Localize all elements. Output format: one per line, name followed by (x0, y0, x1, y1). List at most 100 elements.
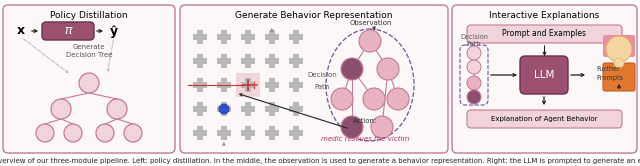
Text: Policy Distillation: Policy Distillation (50, 10, 128, 19)
Bar (269, 102, 275, 116)
Bar (265, 58, 279, 64)
Circle shape (614, 58, 624, 68)
Circle shape (606, 36, 632, 62)
Bar (245, 102, 251, 116)
Circle shape (107, 99, 127, 119)
Text: Path: Path (467, 41, 481, 47)
Bar (289, 82, 303, 88)
Bar (217, 106, 231, 112)
Circle shape (64, 124, 82, 142)
Bar (241, 58, 255, 64)
Bar (217, 58, 231, 64)
Circle shape (124, 124, 142, 142)
Bar (293, 30, 299, 44)
FancyBboxPatch shape (603, 35, 635, 57)
Bar (241, 106, 255, 112)
Bar (217, 130, 231, 136)
Bar (217, 82, 231, 88)
Text: x: x (17, 25, 25, 38)
Text: Figure 1: Overview of our three-module pipeline. Left: policy distillation. In t: Figure 1: Overview of our three-module p… (0, 158, 640, 164)
Text: Decision: Decision (307, 72, 337, 78)
FancyBboxPatch shape (467, 25, 622, 43)
Bar (289, 130, 303, 136)
Bar (221, 78, 227, 92)
Bar (293, 54, 299, 68)
Circle shape (371, 116, 393, 138)
FancyBboxPatch shape (452, 5, 637, 153)
Bar (236, 73, 260, 97)
Circle shape (341, 58, 363, 80)
FancyBboxPatch shape (3, 5, 175, 153)
Circle shape (331, 88, 353, 110)
Bar (221, 54, 227, 68)
Bar (193, 106, 207, 112)
Text: ▲: ▲ (222, 140, 226, 146)
Bar (289, 58, 303, 64)
Circle shape (467, 76, 481, 90)
Circle shape (96, 124, 114, 142)
Text: ▲: ▲ (270, 27, 274, 32)
Bar (197, 54, 203, 68)
Bar (241, 82, 255, 88)
Text: Decision Tree: Decision Tree (66, 52, 112, 58)
Bar (265, 82, 279, 88)
Bar (221, 30, 227, 44)
Text: medic rescues the victim: medic rescues the victim (321, 136, 409, 142)
Circle shape (467, 60, 481, 74)
Text: Decision: Decision (460, 34, 488, 40)
Circle shape (387, 88, 409, 110)
Bar (293, 126, 299, 140)
Bar (197, 126, 203, 140)
Bar (193, 130, 207, 136)
Bar (269, 54, 275, 68)
Text: ŷ: ŷ (110, 25, 118, 38)
Bar (217, 34, 231, 40)
Circle shape (79, 73, 99, 93)
Circle shape (467, 90, 481, 104)
FancyBboxPatch shape (603, 63, 635, 91)
Text: Observation: Observation (350, 20, 392, 26)
FancyBboxPatch shape (520, 56, 568, 94)
Text: Action:: Action: (353, 118, 377, 124)
Bar (197, 102, 203, 116)
Bar (245, 78, 251, 92)
Bar (245, 30, 251, 44)
Bar (245, 126, 251, 140)
Bar (269, 78, 275, 92)
Bar (241, 130, 255, 136)
Circle shape (219, 104, 229, 114)
Bar (197, 78, 203, 92)
Circle shape (363, 88, 385, 110)
Text: Interactive Explanations: Interactive Explanations (490, 10, 600, 19)
Text: Prompt and Examples: Prompt and Examples (502, 30, 586, 39)
FancyBboxPatch shape (467, 110, 622, 128)
Text: Explanation of Agent Behavior: Explanation of Agent Behavior (492, 116, 598, 122)
Circle shape (377, 58, 399, 80)
Bar (221, 126, 227, 140)
Text: Generate Behavior Representation: Generate Behavior Representation (236, 10, 393, 19)
Text: Prompts: Prompts (596, 75, 623, 81)
Bar (241, 34, 255, 40)
Bar (193, 34, 207, 40)
Bar (193, 58, 207, 64)
Bar (265, 130, 279, 136)
Bar (289, 34, 303, 40)
Circle shape (36, 124, 54, 142)
Text: Generate: Generate (73, 44, 105, 50)
Circle shape (51, 99, 71, 119)
Text: Path: Path (314, 84, 330, 90)
Bar (265, 34, 279, 40)
Bar (245, 54, 251, 68)
Bar (269, 126, 275, 140)
FancyBboxPatch shape (180, 5, 448, 153)
Bar (269, 30, 275, 44)
Text: LLM: LLM (534, 70, 554, 80)
Circle shape (467, 46, 481, 60)
FancyBboxPatch shape (42, 22, 94, 40)
Bar (221, 102, 227, 116)
Circle shape (359, 30, 381, 52)
Bar (197, 30, 203, 44)
Bar (265, 106, 279, 112)
Bar (293, 78, 299, 92)
Bar (289, 106, 303, 112)
